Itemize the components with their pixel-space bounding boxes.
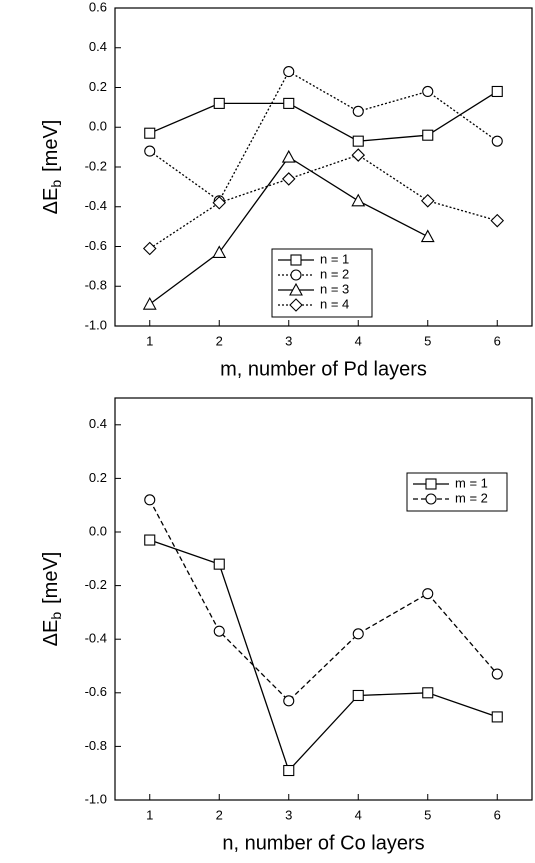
marker [490,213,505,228]
legend-label: n = 4 [320,296,349,311]
series-line [149,70,498,202]
marker [283,764,295,777]
x-tick-label: 2 [216,807,223,822]
marker [144,534,156,546]
legend-box [406,472,508,512]
y-tick-label: -1.0 [85,317,107,332]
marker [420,194,435,208]
marker [212,195,227,210]
y-tick-label: 0.0 [89,119,107,134]
marker [491,135,503,147]
marker [422,85,434,98]
marker [352,135,364,147]
marker [213,97,225,109]
marker [283,97,295,109]
marker [352,689,364,702]
legend-label: n = 2 [320,266,349,281]
x-axis-label: n, number of Co layers [222,832,424,854]
plot-frame [114,397,533,801]
marker [491,85,503,98]
y-label-main: ΔE [40,188,62,215]
legend-marker [425,493,437,505]
y-label-sub: b [48,612,64,620]
y-tick-label: -0.2 [85,577,107,592]
marker [281,172,296,186]
y-label-unit: [meV] [40,120,62,172]
y-tick-label: 0.4 [89,39,107,54]
marker [351,193,366,207]
y-label-unit: [meV] [40,552,62,604]
y-tick-label: -0.4 [85,631,107,646]
y-tick-label: 0.2 [89,79,107,94]
legend-marker [289,282,303,296]
legend-label: m = 2 [455,490,488,505]
x-tick-label: 6 [494,333,501,348]
y-tick-label: 0.4 [89,416,107,431]
marker [352,628,364,640]
marker [491,711,503,723]
marker [422,687,434,699]
y-axis-label: ΔEb [meV] [40,552,63,647]
marker [491,668,503,680]
y-tick-label: -0.6 [85,684,107,699]
marker [351,148,366,162]
x-tick-label: 5 [424,333,431,348]
marker [281,149,296,163]
legend-marker [290,269,302,281]
marker [142,296,157,310]
y-tick-label: -0.2 [85,158,107,173]
x-tick-label: 3 [285,333,292,348]
marker [144,494,156,506]
x-tick-label: 1 [146,333,153,348]
series-line [149,154,498,250]
series-line [149,539,498,772]
marker [422,129,434,141]
y-label-sub: b [48,180,64,188]
marker [144,145,156,157]
y-label-main: ΔE [40,620,62,647]
marker [422,588,434,600]
legend-label: n = 3 [320,281,349,296]
y-tick-label: -0.8 [85,738,107,753]
marker [144,127,156,139]
legend-label: n = 1 [320,251,349,266]
x-axis-label: m, number of Pd layers [220,358,427,380]
y-tick-label: -0.6 [85,238,107,253]
y-tick-label: -0.8 [85,278,107,293]
series-line [149,499,498,702]
y-tick-label: 0.2 [89,470,107,485]
y-tick-label: 0.0 [89,523,107,538]
x-tick-label: 3 [285,807,292,822]
x-tick-label: 4 [355,807,362,822]
x-tick-label: 6 [494,807,501,822]
legend-marker [425,478,437,490]
x-tick-label: 1 [146,807,153,822]
legend-marker [290,254,302,266]
marker [213,625,225,637]
marker [283,66,295,78]
marker [142,241,157,256]
marker [420,229,435,243]
x-tick-label: 2 [216,333,223,348]
legend: m = 1m = 2 [406,472,508,512]
marker [213,558,225,570]
marker [283,695,295,707]
y-tick-label: -0.4 [85,198,107,213]
x-tick-label: 5 [424,807,431,822]
x-tick-label: 4 [355,333,362,348]
legend-marker [289,298,303,312]
marker [352,105,364,117]
series-line [149,90,498,142]
y-axis-label: ΔEb [meV] [40,120,63,215]
y-tick-label: 0.6 [89,0,107,14]
y-tick-label: -1.0 [85,791,107,806]
legend: n = 1n = 2n = 3n = 4 [271,248,373,318]
marker [212,245,227,259]
legend-label: m = 1 [455,475,488,490]
